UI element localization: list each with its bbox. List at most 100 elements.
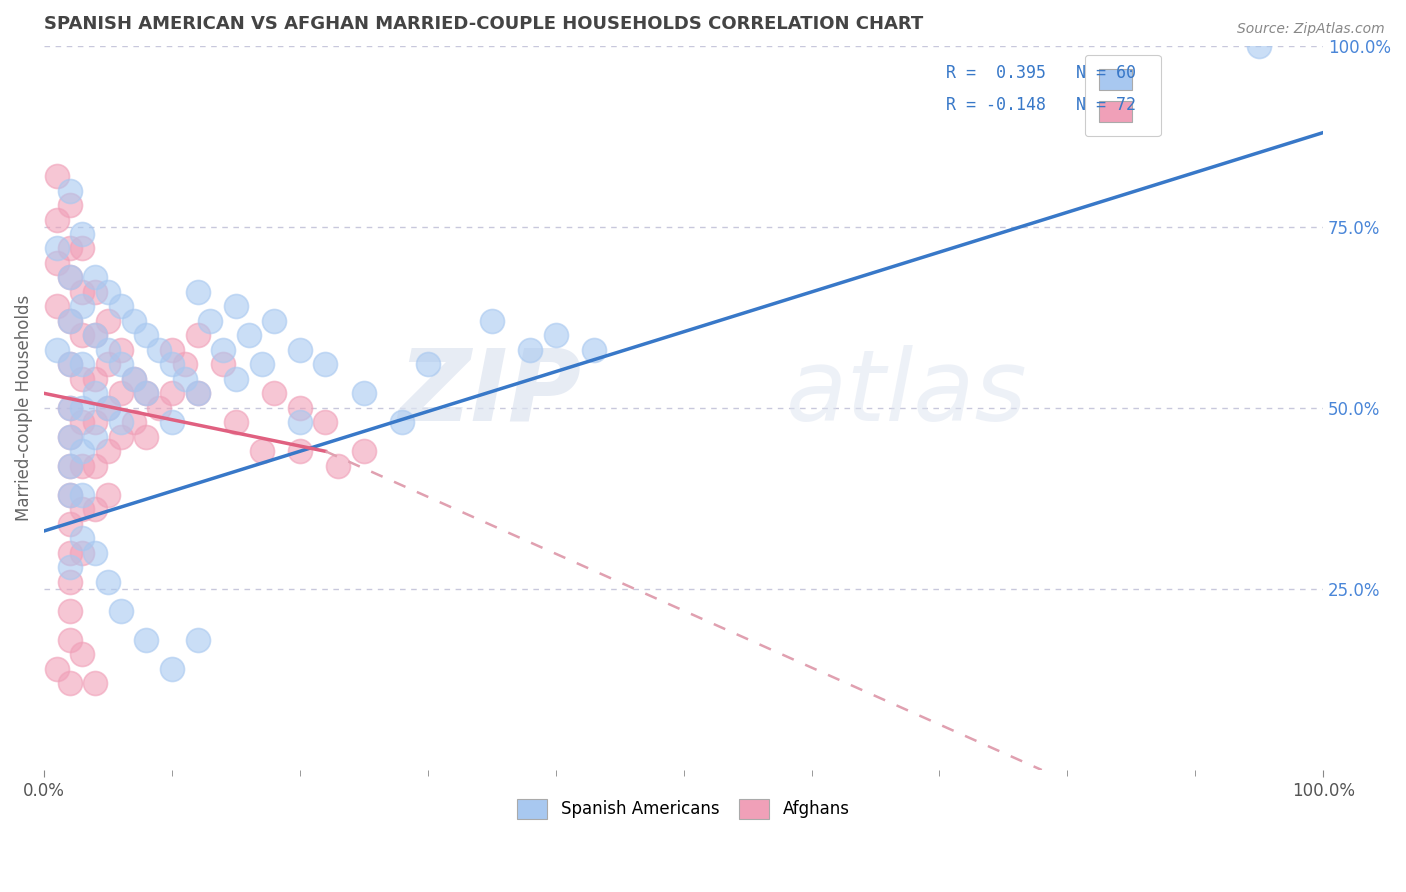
- Text: SPANISH AMERICAN VS AFGHAN MARRIED-COUPLE HOUSEHOLDS CORRELATION CHART: SPANISH AMERICAN VS AFGHAN MARRIED-COUPL…: [44, 15, 924, 33]
- Point: [84, 676, 107, 690]
- Point: [84, 430, 107, 444]
- Point: [110, 415, 132, 429]
- Point: [110, 300, 132, 314]
- Point: [84, 270, 107, 285]
- Point: [84, 328, 107, 343]
- Point: [97, 444, 120, 458]
- Point: [288, 444, 311, 458]
- Point: [148, 401, 170, 415]
- Point: [59, 357, 82, 371]
- Point: [84, 285, 107, 299]
- Text: Source: ZipAtlas.com: Source: ZipAtlas.com: [1237, 22, 1385, 37]
- Point: [72, 328, 94, 343]
- Point: [84, 415, 107, 429]
- Point: [59, 198, 82, 212]
- Point: [59, 357, 82, 371]
- Point: [59, 560, 82, 574]
- Point: [59, 458, 82, 473]
- Point: [1249, 38, 1271, 53]
- Point: [160, 386, 183, 401]
- Point: [72, 502, 94, 516]
- Point: [187, 328, 209, 343]
- Text: R = -0.148   N = 72: R = -0.148 N = 72: [946, 96, 1136, 114]
- Point: [72, 372, 94, 386]
- Point: [59, 430, 82, 444]
- Point: [110, 604, 132, 618]
- Point: [481, 314, 503, 328]
- Point: [187, 285, 209, 299]
- Point: [97, 343, 120, 357]
- Point: [250, 444, 273, 458]
- Point: [135, 632, 157, 647]
- Point: [519, 343, 541, 357]
- Point: [97, 401, 120, 415]
- Point: [353, 386, 375, 401]
- Point: [263, 314, 285, 328]
- Point: [173, 357, 195, 371]
- Point: [84, 372, 107, 386]
- Point: [97, 357, 120, 371]
- Point: [122, 415, 145, 429]
- Point: [122, 372, 145, 386]
- Point: [59, 458, 82, 473]
- Point: [84, 458, 107, 473]
- Point: [328, 458, 350, 473]
- Point: [59, 574, 82, 589]
- Point: [59, 546, 82, 560]
- Point: [187, 386, 209, 401]
- Point: [97, 488, 120, 502]
- Point: [225, 300, 247, 314]
- Text: atlas: atlas: [786, 345, 1028, 442]
- Text: ZIP: ZIP: [398, 345, 581, 442]
- Point: [263, 386, 285, 401]
- Point: [135, 328, 157, 343]
- Point: [250, 357, 273, 371]
- Point: [72, 227, 94, 241]
- Point: [187, 632, 209, 647]
- Point: [315, 357, 337, 371]
- Point: [160, 662, 183, 676]
- Point: [72, 415, 94, 429]
- Point: [45, 212, 67, 227]
- Point: [160, 357, 183, 371]
- Point: [416, 357, 439, 371]
- Point: [238, 328, 260, 343]
- Point: [72, 444, 94, 458]
- Point: [135, 386, 157, 401]
- Point: [59, 314, 82, 328]
- Point: [45, 300, 67, 314]
- Point: [72, 647, 94, 661]
- Legend: Spanish Americans, Afghans: Spanish Americans, Afghans: [509, 791, 858, 827]
- Point: [110, 386, 132, 401]
- Point: [173, 372, 195, 386]
- Point: [45, 662, 67, 676]
- Point: [288, 343, 311, 357]
- Point: [45, 242, 67, 256]
- Point: [72, 488, 94, 502]
- Point: [59, 314, 82, 328]
- Point: [212, 343, 235, 357]
- Point: [391, 415, 413, 429]
- Point: [59, 516, 82, 531]
- Point: [212, 357, 235, 371]
- Point: [45, 256, 67, 270]
- Point: [110, 343, 132, 357]
- Point: [135, 430, 157, 444]
- Point: [122, 372, 145, 386]
- Point: [97, 314, 120, 328]
- Point: [59, 184, 82, 198]
- Point: [225, 372, 247, 386]
- Point: [353, 444, 375, 458]
- Point: [110, 430, 132, 444]
- Point: [84, 386, 107, 401]
- Point: [288, 401, 311, 415]
- Point: [288, 415, 311, 429]
- Point: [59, 488, 82, 502]
- Point: [59, 270, 82, 285]
- Point: [72, 285, 94, 299]
- Point: [84, 546, 107, 560]
- Point: [315, 415, 337, 429]
- Text: R =  0.395   N = 60: R = 0.395 N = 60: [946, 64, 1136, 82]
- Point: [97, 401, 120, 415]
- Point: [160, 415, 183, 429]
